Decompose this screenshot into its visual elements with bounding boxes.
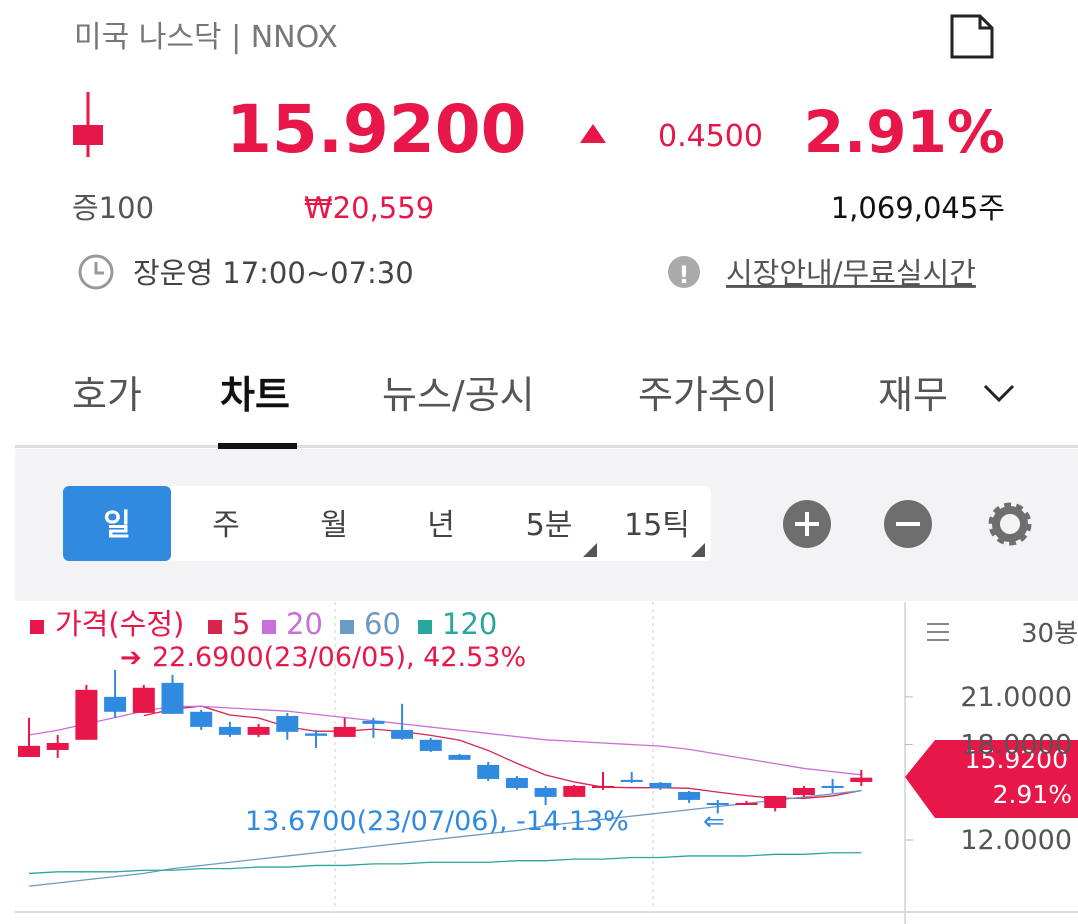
- clock-hands: [94, 262, 104, 275]
- candle-body: [18, 745, 40, 757]
- hours: 장운영 17:00~07:30: [133, 256, 414, 290]
- period-active: [63, 486, 171, 561]
- settings[interactable]: [988, 502, 1032, 546]
- legend-swatch: [340, 620, 354, 634]
- candle-body: [620, 779, 643, 782]
- candle-body: [735, 802, 758, 806]
- candle-body: [563, 785, 586, 797]
- period[interactable]: 주: [212, 508, 240, 543]
- clock-icon: [78, 254, 114, 290]
- up-arrow: [580, 124, 606, 143]
- candle-body: [534, 787, 557, 797]
- ma-line: [28, 852, 862, 875]
- doc-icon[interactable]: [950, 14, 994, 59]
- candle-body: [391, 729, 414, 739]
- period[interactable]: 년: [427, 508, 455, 543]
- krw-price: ₩20,559: [304, 191, 434, 225]
- last-rate: 2.91%: [993, 780, 1072, 809]
- chart-bg: [15, 602, 1078, 924]
- candle-body: [792, 787, 815, 795]
- last-badge: [905, 740, 1078, 818]
- last-price: 15.9200: [965, 745, 1068, 774]
- legend-label: 20: [286, 607, 323, 641]
- bar-count: 30봉: [1021, 619, 1078, 649]
- tab-active[interactable]: 차트: [220, 373, 290, 417]
- candle-body: [132, 687, 155, 713]
- candle-body: [821, 785, 844, 788]
- candle-body: [477, 764, 500, 779]
- candle-body: [419, 739, 442, 751]
- market-info[interactable]: 시장안내/무료실시간: [726, 256, 976, 290]
- period[interactable]: 월: [320, 508, 348, 543]
- tab[interactable]: 재무: [878, 373, 948, 417]
- change: 0.4500: [658, 119, 763, 154]
- annotation-high: 22.6900(23/06/05), 42.53%: [152, 642, 526, 673]
- candle-body: [75, 689, 98, 740]
- candle-body: [850, 777, 873, 782]
- arrow: ⇐: [703, 807, 725, 837]
- tab[interactable]: 호가: [72, 373, 142, 417]
- candle-icon-body: [73, 125, 103, 145]
- legend-swatch: [208, 620, 222, 634]
- market: 미국 나스닥 | NNOX: [74, 20, 338, 55]
- tab-divider: [15, 445, 1078, 448]
- legend-label: 60: [364, 607, 401, 641]
- candle-body: [706, 802, 729, 806]
- info-mark: !: [679, 261, 690, 289]
- period[interactable]: 15틱: [624, 508, 690, 543]
- plus: [795, 512, 819, 536]
- candle-body: [592, 785, 614, 788]
- price: 15.9200: [226, 91, 527, 168]
- candle-body: [333, 726, 356, 737]
- y-tick-label: 12.0000: [960, 825, 1072, 856]
- candle-body: [276, 715, 299, 732]
- annotation-low: 13.6700(23/07/06), -14.13%: [245, 806, 629, 837]
- candle-body: [448, 754, 471, 760]
- candle-body: [678, 791, 701, 800]
- y-tick-label: 18.0000: [960, 730, 1072, 761]
- candle-body: [649, 782, 672, 788]
- ma-line: [143, 705, 862, 799]
- period-corner: [583, 543, 705, 557]
- arrow: ➔: [120, 643, 142, 673]
- candle-body: [305, 733, 327, 736]
- candle-body: [104, 696, 127, 712]
- tab[interactable]: 뉴스/공시: [382, 373, 535, 417]
- candle-body: [505, 777, 528, 788]
- period[interactable]: 5분: [526, 508, 573, 543]
- gear: [992, 506, 1028, 542]
- candle-body: [46, 742, 69, 750]
- tab-more[interactable]: [983, 384, 1015, 403]
- ma-line: [28, 790, 862, 887]
- legend-label: 5: [232, 607, 250, 641]
- tab-underline: [218, 443, 297, 449]
- legend-label: 120: [442, 607, 497, 641]
- tab[interactable]: 주가추이: [638, 373, 778, 417]
- candle-body: [161, 682, 184, 714]
- legend-swatch: [262, 620, 276, 634]
- candle-body: [764, 795, 787, 809]
- period[interactable]: 일: [103, 508, 131, 543]
- y-tick-label: 21.0000: [960, 682, 1072, 713]
- candle-body: [218, 726, 241, 735]
- menu-icon[interactable]: [927, 623, 949, 641]
- legend-swatch: [418, 620, 432, 634]
- period-group: [63, 486, 711, 561]
- candle-body: [247, 726, 270, 735]
- candle-body: [362, 720, 385, 724]
- info-icon: [668, 256, 700, 288]
- margin: 증100: [72, 191, 154, 225]
- legend-price: 가격(수정): [55, 607, 184, 641]
- candle-body: [190, 711, 213, 727]
- volume: 1,069,045주: [831, 191, 1005, 225]
- legend-swatch: [30, 620, 44, 634]
- change-rate: 2.91%: [804, 98, 1005, 166]
